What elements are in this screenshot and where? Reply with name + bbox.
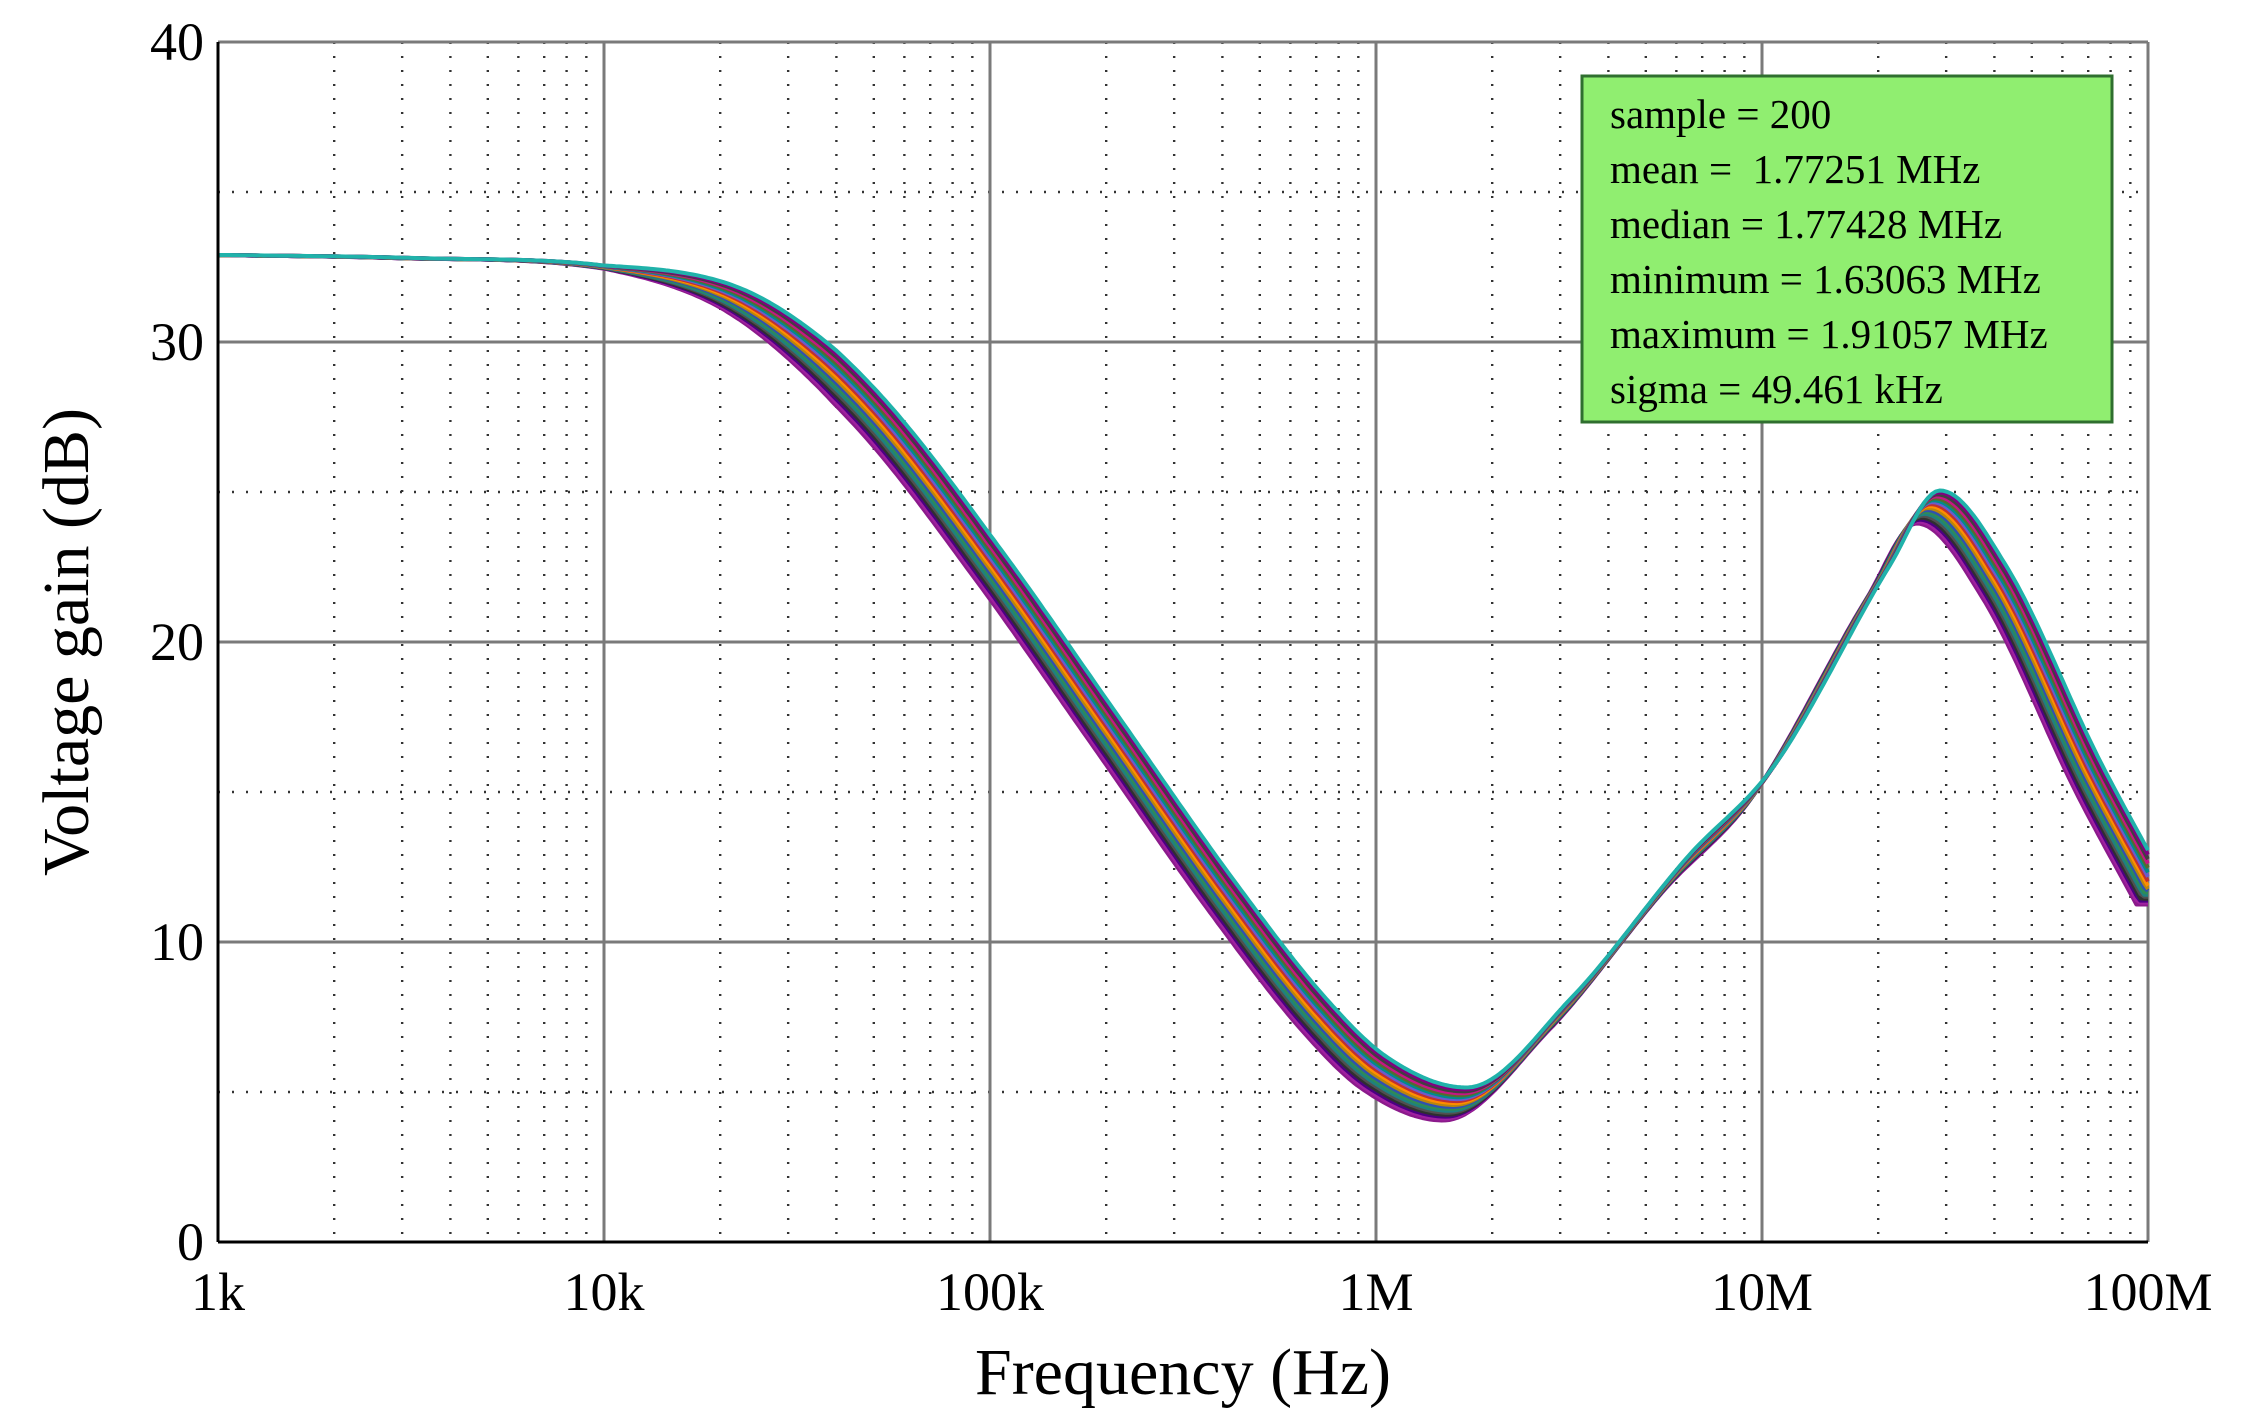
statistics-box-background <box>1580 74 2114 424</box>
y-axis-label: Voltage gain (dB) <box>30 408 103 876</box>
x-tick-label: 1M <box>1338 1262 1413 1322</box>
statistics-line: maximum = 1.91057 MHz <box>1610 311 2048 357</box>
y-tick-label: 0 <box>177 1212 204 1272</box>
x-tick-label: 100k <box>936 1262 1044 1322</box>
tick-labels: 1k 10k 100k 1M 10M 100M 0 10 20 30 40 <box>150 12 2213 1322</box>
statistics-line: minimum = 1.63063 MHz <box>1610 256 2041 302</box>
plot-frame <box>216 42 2148 1244</box>
gain-curve <box>218 253 2150 1090</box>
x-tick-label: 100M <box>2083 1262 2212 1322</box>
statistics-box: sample = 200 mean = 1.77251 MHz median = 1… <box>1580 74 2114 424</box>
x-axis-label: Frequency (Hz) <box>975 1336 1391 1409</box>
y-tick-label: 30 <box>150 312 204 372</box>
statistics-line: median = 1.77428 MHz <box>1610 201 2002 247</box>
x-tick-label: 1k <box>191 1262 245 1322</box>
statistics-line: sigma = 49.461 kHz <box>1610 366 1943 412</box>
monte-carlo-curves <box>217 253 2150 1123</box>
y-tick-label: 40 <box>150 12 204 72</box>
statistics-line: mean = 1.77251 MHz <box>1610 146 1980 192</box>
statistics-line: sample = 200 <box>1610 91 1831 137</box>
y-tick-label: 20 <box>150 612 204 672</box>
x-tick-label: 10M <box>1711 1262 1813 1322</box>
y-tick-label: 10 <box>150 912 204 972</box>
x-tick-label: 10k <box>564 1262 645 1322</box>
